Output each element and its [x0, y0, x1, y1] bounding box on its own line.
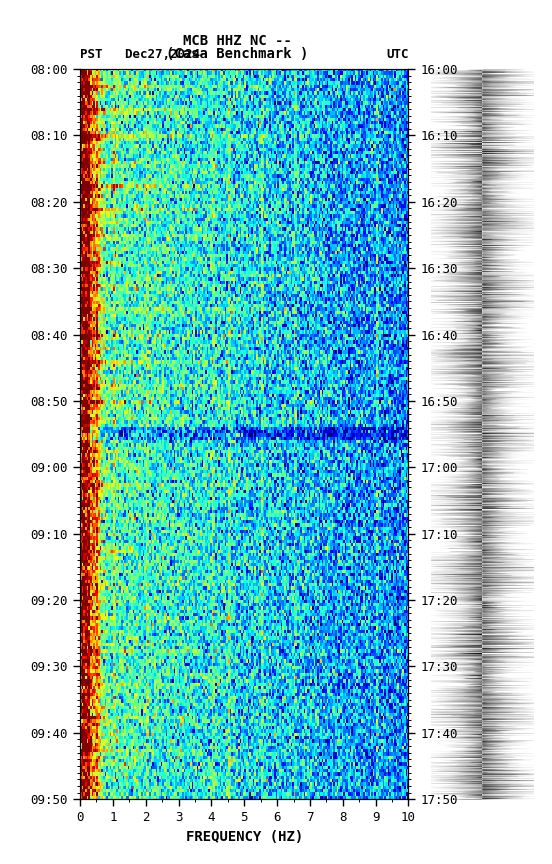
Text: (Casa Benchmark ): (Casa Benchmark ) [166, 48, 309, 61]
Text: UTC: UTC [386, 48, 408, 61]
X-axis label: FREQUENCY (HZ): FREQUENCY (HZ) [185, 829, 303, 843]
Text: PST   Dec27,2024: PST Dec27,2024 [80, 48, 200, 61]
Text: MCB HHZ NC --: MCB HHZ NC -- [183, 34, 292, 48]
